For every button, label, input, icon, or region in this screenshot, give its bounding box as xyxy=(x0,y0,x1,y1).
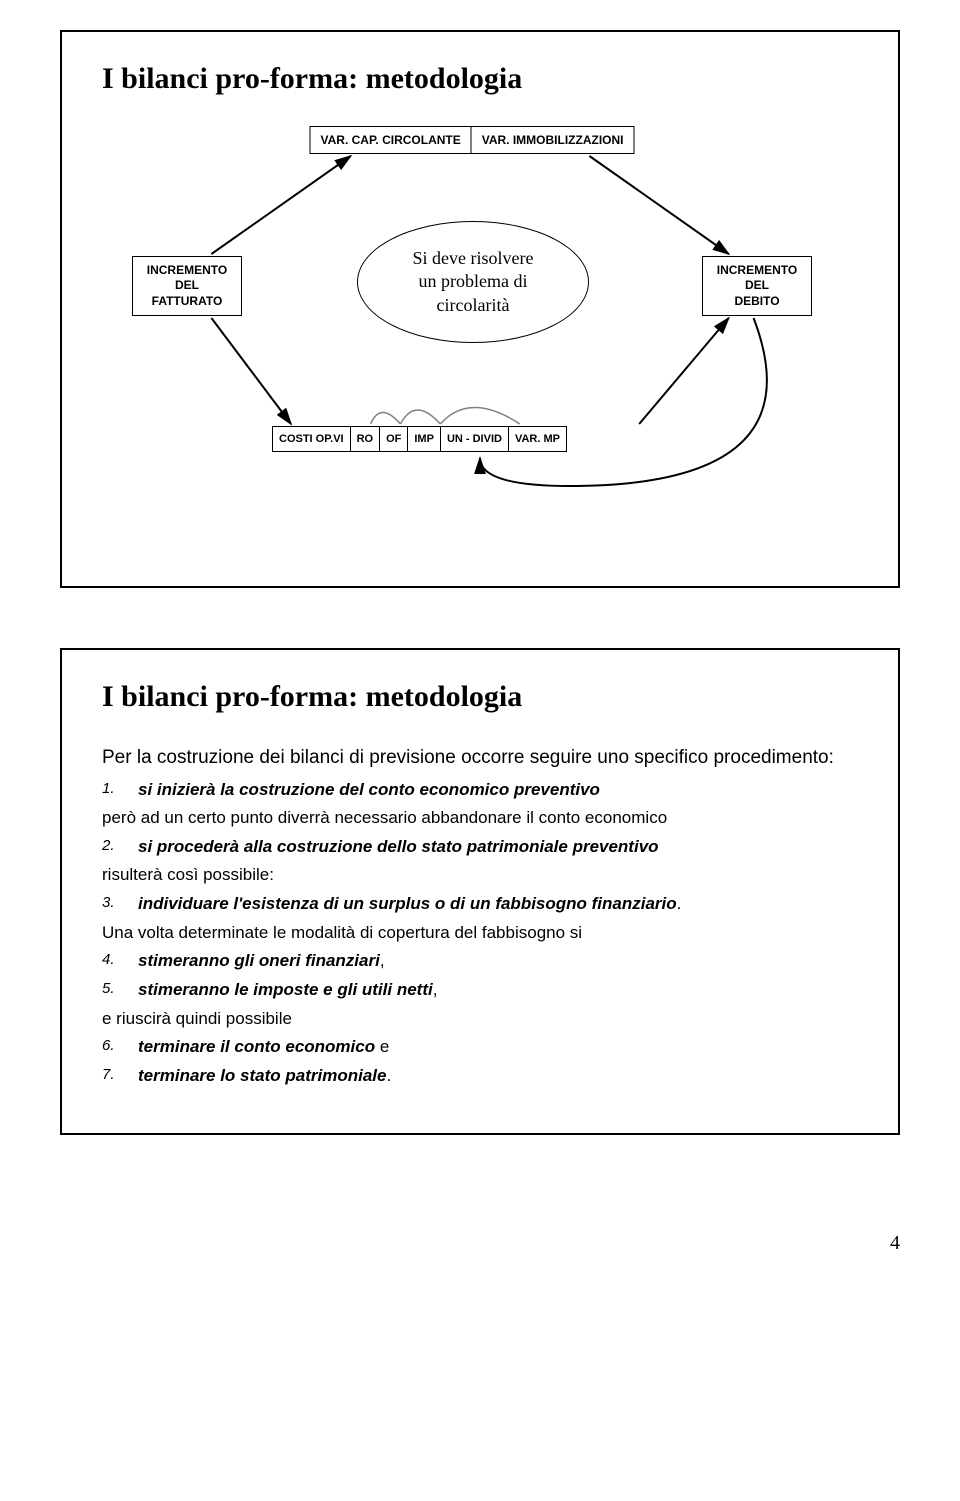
top-cell: VAR. IMMOBILIZZAZIONI xyxy=(472,126,635,154)
slide-title: I bilanci pro-forma: metodologia xyxy=(102,62,858,96)
bold-text: terminare lo stato patrimoniale xyxy=(138,1066,386,1085)
bottom-cell: UN - DIVID xyxy=(441,426,509,452)
diagram: VAR. CAP. CIRCOLANTE VAR. IMMOBILIZZAZIO… xyxy=(102,126,858,546)
text: , xyxy=(380,951,385,970)
text: un problema di xyxy=(419,270,528,293)
procedure-list: 1. si inizierà la costruzione del conto e… xyxy=(102,778,858,1089)
text: e xyxy=(375,1037,389,1056)
bold-text: si procederà alla costruzione dello stat… xyxy=(138,837,659,856)
list-number: 4. xyxy=(102,949,115,971)
list-number: 2. xyxy=(102,835,115,857)
list-item: e riuscirà quindi possibile xyxy=(102,1007,858,1032)
intro-text: Per la costruzione dei bilanci di previs… xyxy=(102,744,858,772)
bottom-cell: OF xyxy=(380,426,408,452)
text: Una volta determinate le modalità di cop… xyxy=(102,923,582,942)
text: però ad un certo punto diverrà necessari… xyxy=(102,808,667,827)
text: INCREMENTO xyxy=(717,263,797,279)
list-item: risulterà così possibile: xyxy=(102,863,858,888)
center-oval: Si deve risolvere un problema di circola… xyxy=(357,221,589,343)
body-text: Per la costruzione dei bilanci di previs… xyxy=(102,744,858,1089)
bold-text: si inizierà la costruzione del conto eco… xyxy=(138,780,600,799)
list-item: 1. si inizierà la costruzione del conto e… xyxy=(102,778,858,803)
list-number: 5. xyxy=(102,978,115,1000)
list-number: 6. xyxy=(102,1035,115,1057)
text: . xyxy=(386,1066,391,1085)
list-item: 4. stimeranno gli oneri finanziari, xyxy=(102,949,858,974)
bottom-cell: COSTI OP.VI xyxy=(272,426,351,452)
list-item: Una volta determinate le modalità di cop… xyxy=(102,921,858,946)
list-item: 5. stimeranno le imposte e gli utili nett… xyxy=(102,978,858,1003)
right-box: INCREMENTO DEL DEBITO xyxy=(702,256,812,316)
slide-text: I bilanci pro-forma: metodologia Per la … xyxy=(60,648,900,1135)
text: risulterà così possibile: xyxy=(102,865,274,884)
text: circolarità xyxy=(437,294,510,317)
bold-text: individuare l'esistenza di un surplus o … xyxy=(138,894,677,913)
bold-text: stimeranno le imposte e gli utili netti xyxy=(138,980,433,999)
text: Si deve risolvere xyxy=(413,247,534,270)
list-item: 2. si procederà alla costruzione dello st… xyxy=(102,835,858,860)
list-number: 3. xyxy=(102,892,115,914)
bold-text: stimeranno gli oneri finanziari xyxy=(138,951,380,970)
page-number: 4 xyxy=(890,1232,900,1255)
text: , xyxy=(433,980,438,999)
list-item: 3. individuare l'esistenza di un surplus … xyxy=(102,892,858,917)
text: . xyxy=(677,894,682,913)
list-item: 7. terminare lo stato patrimoniale. xyxy=(102,1064,858,1089)
slide-diagram: I bilanci pro-forma: metodologia xyxy=(60,30,900,588)
text: DEL xyxy=(745,278,769,294)
top-cell: VAR. CAP. CIRCOLANTE xyxy=(310,126,472,154)
text: e riuscirà quindi possibile xyxy=(102,1009,292,1028)
bottom-cell: VAR. MP xyxy=(509,426,567,452)
text: INCREMENTO xyxy=(147,263,227,279)
bottom-cell: IMP xyxy=(408,426,441,452)
bottom-row: COSTI OP.VI RO OF IMP UN - DIVID VAR. MP xyxy=(272,426,567,452)
bold-text: terminare il conto economico xyxy=(138,1037,375,1056)
list-number: 7. xyxy=(102,1064,115,1086)
text: FATTURATO xyxy=(152,294,223,310)
list-item: però ad un certo punto diverrà necessari… xyxy=(102,806,858,831)
text: DEBITO xyxy=(734,294,779,310)
top-row: VAR. CAP. CIRCOLANTE VAR. IMMOBILIZZAZIO… xyxy=(310,126,635,154)
text: DEL xyxy=(175,278,199,294)
left-box: INCREMENTO DEL FATTURATO xyxy=(132,256,242,316)
bottom-cell: RO xyxy=(351,426,381,452)
list-item: 6. terminare il conto economico e xyxy=(102,1035,858,1060)
slide-title: I bilanci pro-forma: metodologia xyxy=(102,680,858,714)
list-number: 1. xyxy=(102,778,115,800)
